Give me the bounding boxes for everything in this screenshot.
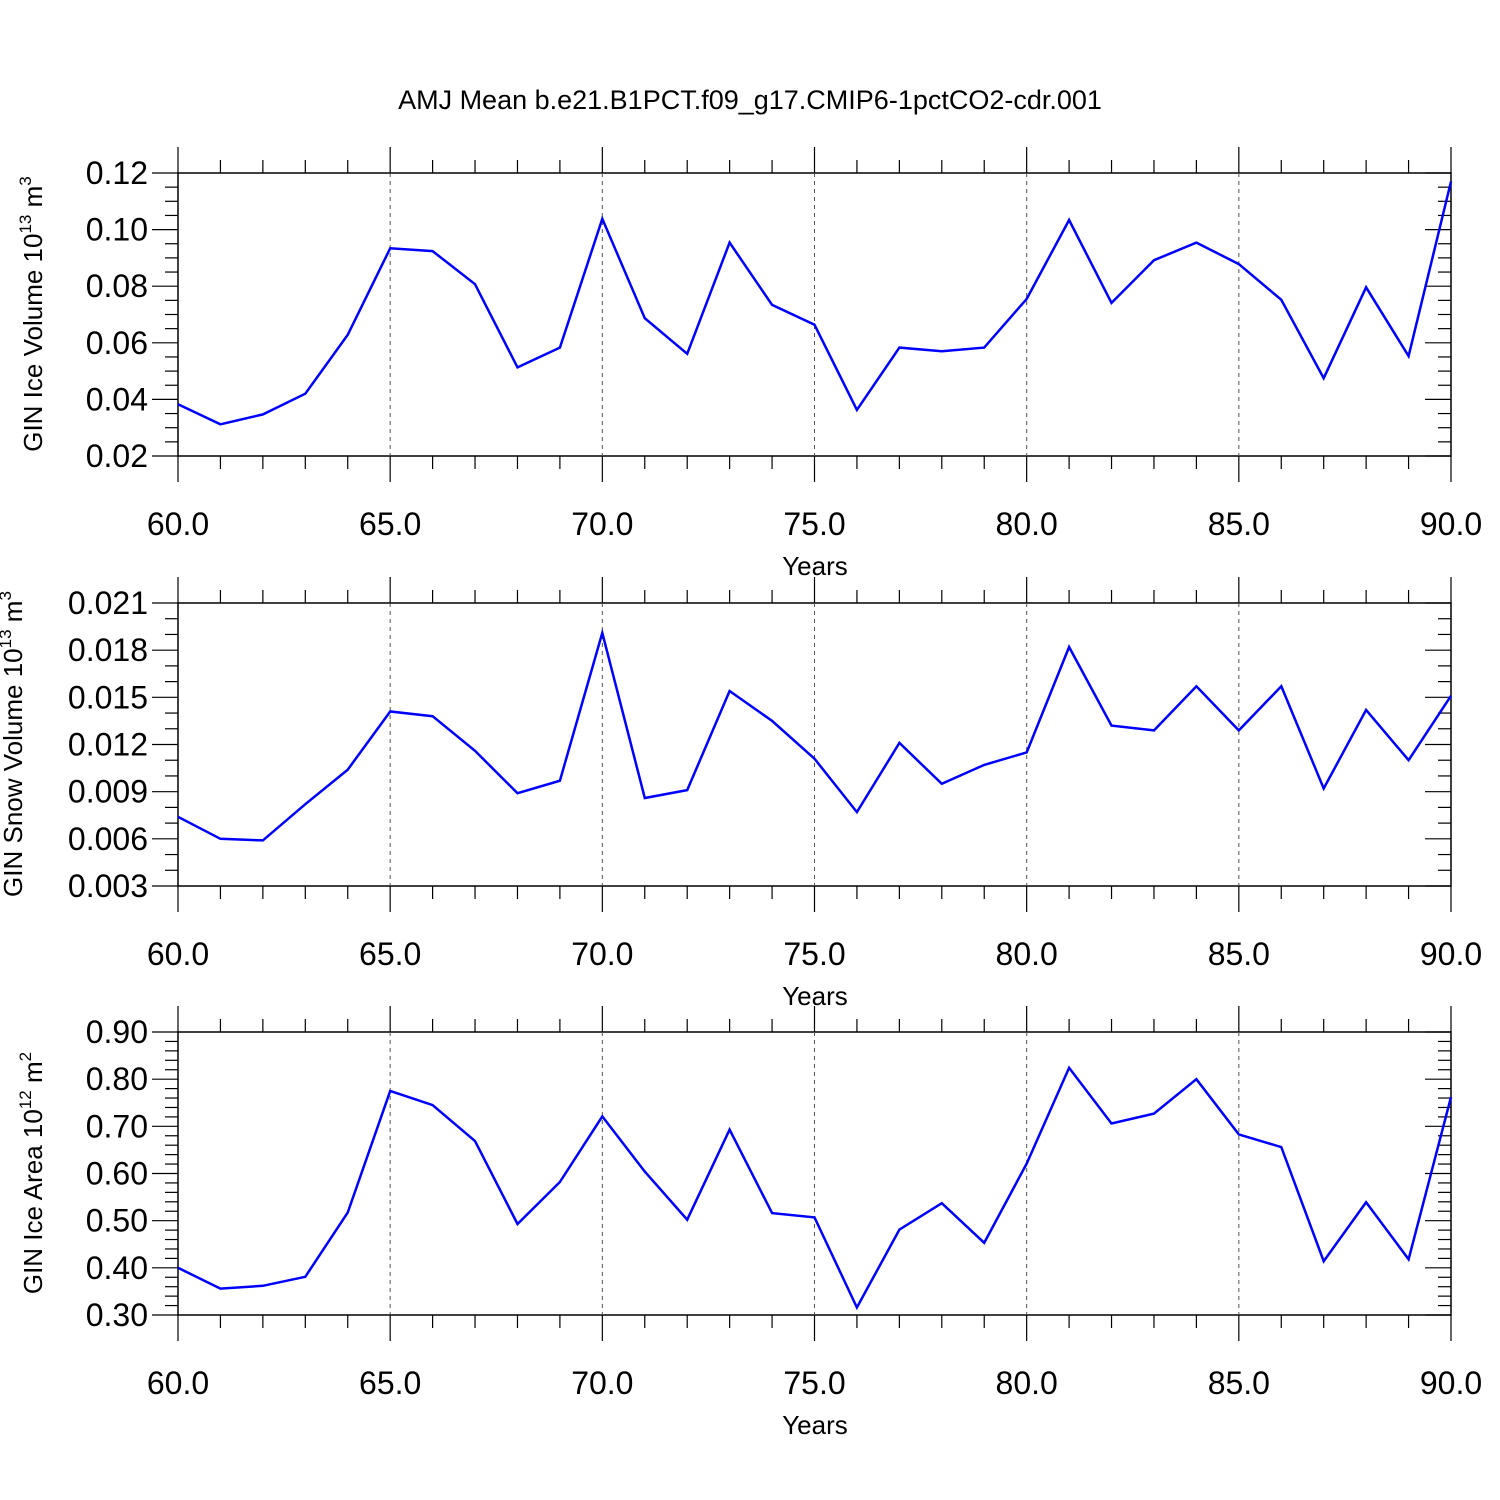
series-line — [177, 1065, 1453, 1311]
y-tick-label: 0.40 — [86, 1250, 148, 1286]
x-tick-labels: 60.0 65.0 70.0 75.0 80.0 85.0 90.0 — [147, 1365, 1482, 1401]
x-axis-label: Years — [782, 1410, 848, 1440]
y-tick-label: 0.06 — [86, 325, 148, 361]
x-tick-label: 80.0 — [996, 1365, 1058, 1401]
y-tick-label: 0.02 — [86, 438, 148, 474]
x-tick-label: 70.0 — [571, 936, 633, 972]
grid-lines — [389, 603, 1240, 886]
y-tick-labels: 0.02 0.04 0.06 0.08 0.10 0.12 — [86, 155, 148, 474]
y-tick-label: 0.60 — [86, 1156, 148, 1192]
x-tick-label: 60.0 — [147, 1365, 209, 1401]
x-tick-label: 75.0 — [783, 936, 845, 972]
y-tick-labels: 0.30 0.40 0.50 0.60 0.70 0.80 0.90 — [86, 1014, 148, 1333]
grid-lines — [389, 1032, 1240, 1315]
x-tick-label: 60.0 — [147, 506, 209, 542]
y-tick-labels: 0.003 0.006 0.009 0.012 0.015 0.018 0.021 — [68, 585, 148, 904]
x-tick-label: 85.0 — [1208, 1365, 1270, 1401]
y-axis-label-main: GIN Ice Area 10 — [18, 1109, 48, 1294]
y-tick-label: 0.70 — [86, 1108, 148, 1144]
y-axis-label-unit-exponent: 3 — [16, 176, 35, 185]
y-tick-label: 0.018 — [68, 632, 148, 668]
y-tick-label: 0.90 — [86, 1014, 148, 1050]
y-axis-label-main: GIN Ice Volume 10 — [18, 234, 48, 452]
y-tick-label: 0.04 — [86, 381, 148, 417]
x-tick-label: 85.0 — [1208, 506, 1270, 542]
y-axis-label: GIN Ice Area 1012 m2 — [16, 1052, 48, 1294]
y-tick-label: 0.30 — [86, 1297, 148, 1333]
y-axis-label-exponent: 12 — [16, 1090, 35, 1109]
x-tick-label: 90.0 — [1420, 936, 1482, 972]
y-tick-label: 0.012 — [68, 727, 148, 763]
y-axis-label-unit: m — [18, 1061, 48, 1083]
figure-title: AMJ Mean b.e21.B1PCT.f09_g17.CMIP6-1pctC… — [398, 85, 1102, 115]
y-tick-label: 0.003 — [68, 868, 148, 904]
y-tick-label: 0.08 — [86, 268, 148, 304]
y-axis-label-unit-exponent: 3 — [0, 591, 15, 600]
y-tick-label: 0.009 — [68, 774, 148, 810]
y-tick-label: 0.006 — [68, 821, 148, 857]
x-tick-label: 70.0 — [571, 506, 633, 542]
tick-marks — [152, 1006, 1452, 1341]
x-tick-label: 75.0 — [783, 506, 845, 542]
x-tick-label: 65.0 — [359, 936, 421, 972]
y-axis-label-unit: m — [0, 601, 28, 623]
x-axis-label: Years — [782, 551, 848, 581]
x-tick-labels: 60.0 65.0 70.0 75.0 80.0 85.0 90.0 — [147, 506, 1482, 542]
x-tick-label: 90.0 — [1420, 1365, 1482, 1401]
x-tick-label: 80.0 — [996, 936, 1058, 972]
tick-marks — [152, 147, 1452, 482]
x-tick-label: 65.0 — [359, 506, 421, 542]
tick-marks — [152, 577, 1452, 912]
x-tick-label: 65.0 — [359, 1365, 421, 1401]
y-axis-label-exponent: 13 — [16, 215, 35, 234]
y-tick-label: 0.80 — [86, 1061, 148, 1097]
y-tick-label: 0.021 — [68, 585, 148, 621]
x-tick-label: 60.0 — [147, 936, 209, 972]
y-axis-label: GIN Snow Volume 1013 m3 — [0, 591, 28, 897]
y-axis-label-unit-exponent: 2 — [16, 1052, 35, 1061]
y-axis-label-main: GIN Snow Volume 10 — [0, 648, 28, 897]
x-tick-label: 70.0 — [571, 1365, 633, 1401]
x-tick-label: 90.0 — [1420, 506, 1482, 542]
panel-ice-volume: 60.0 65.0 70.0 75.0 80.0 85.0 90.0 0.020.040.0… — [16, 147, 1482, 581]
y-tick-label: 0.10 — [86, 212, 148, 248]
y-axis-label-unit: m — [18, 186, 48, 208]
y-axis-label-exponent: 13 — [0, 629, 15, 648]
y-tick-label: 0.015 — [68, 679, 148, 715]
series-line — [177, 181, 1453, 426]
grid-lines — [389, 173, 1240, 456]
x-tick-label: 75.0 — [783, 1365, 845, 1401]
panel-ice-area: 60.0 65.0 70.0 75.0 80.0 85.0 90.0 0.30 0.40 0.5… — [16, 1006, 1482, 1440]
y-tick-label: 0.12 — [86, 155, 148, 191]
x-tick-label: 80.0 — [996, 506, 1058, 542]
series-line — [177, 628, 1453, 842]
x-tick-labels: 60.0 65.0 70.0 75.0 80.0 85.0 90.0 — [147, 936, 1482, 972]
x-tick-label: 85.0 — [1208, 936, 1270, 972]
y-axis-label: GIN Ice Volume 1013 m3 — [16, 176, 48, 452]
y-tick-label: 0.50 — [86, 1203, 148, 1239]
